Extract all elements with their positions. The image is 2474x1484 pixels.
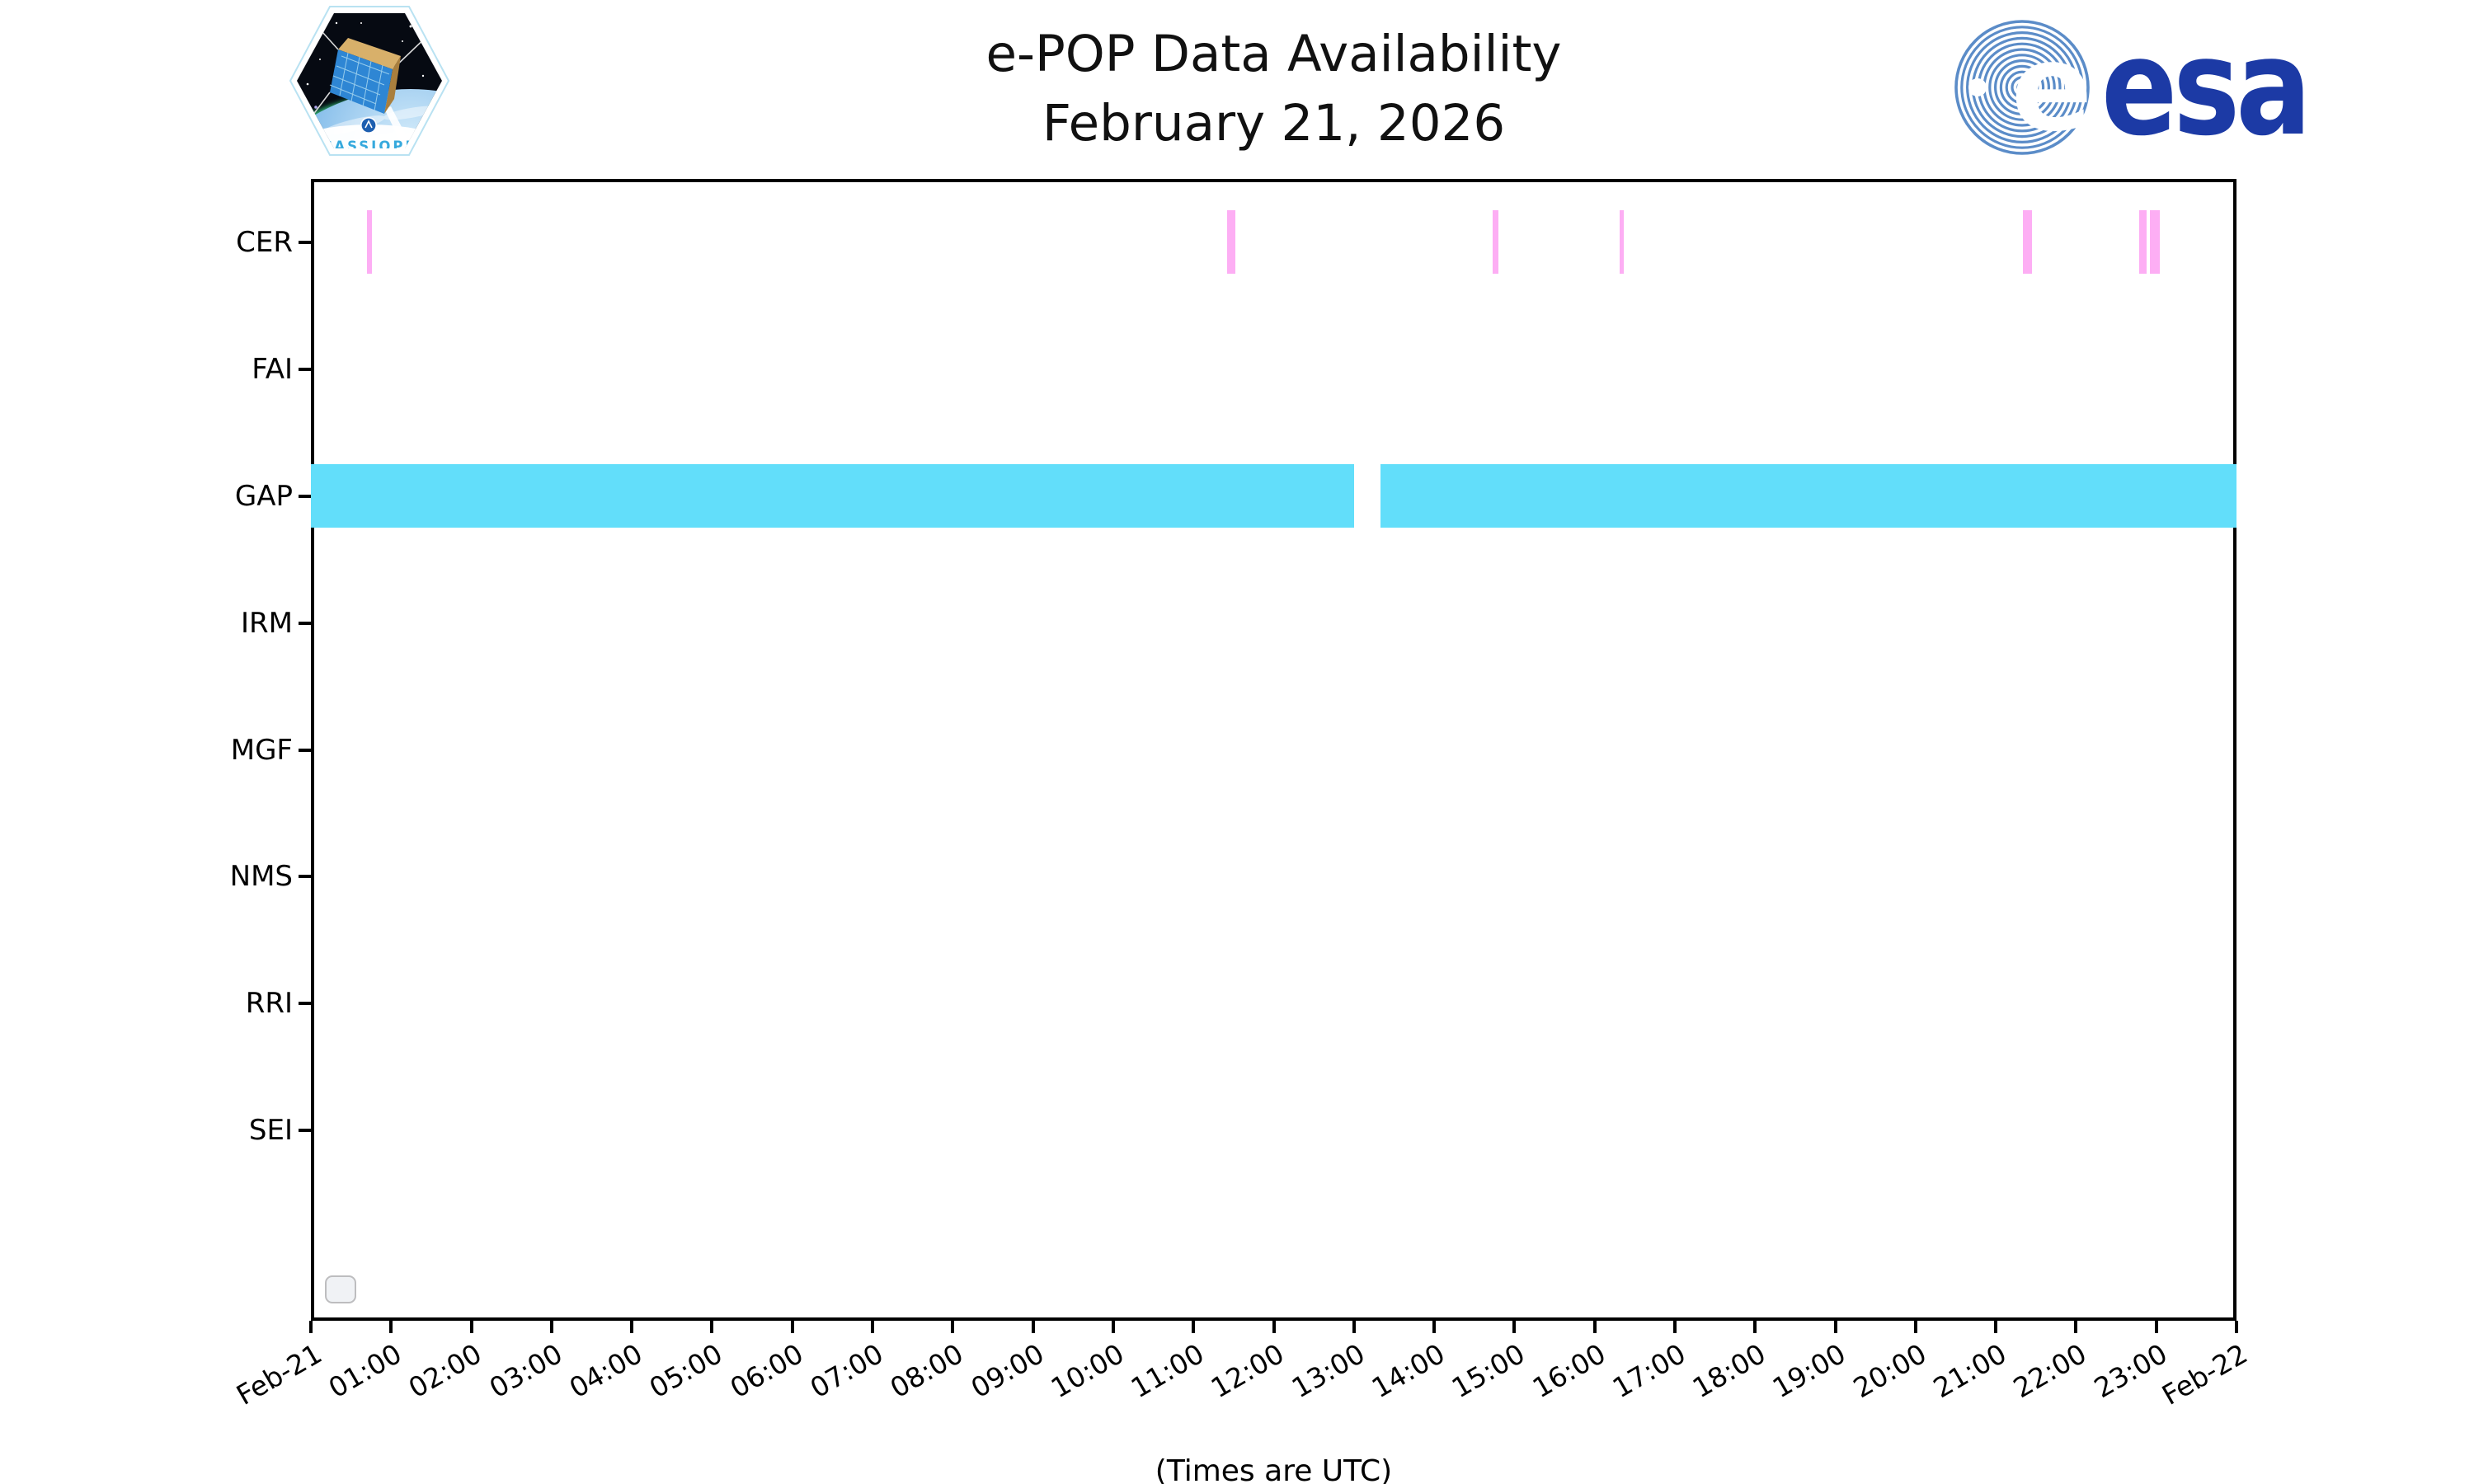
y-tick-label-CER: CER [236,225,293,259]
x-tick-label-text: 03:00 [483,1337,568,1405]
x-tick-03:00 [549,1321,553,1333]
esa-globe-letter: e [2011,18,2092,158]
plot-area [311,179,2236,1321]
satellite-icon [303,13,435,128]
x-tick-label-text: 18:00 [1686,1337,1771,1405]
x-tick-12:00 [1272,1321,1276,1333]
availability-bar-CER-2 [1493,210,1498,275]
x-tick-06:00 [790,1321,794,1333]
x-tick-label-text: 10:00 [1045,1337,1130,1405]
chart-subtitle: February 21, 2026 [1042,94,1506,153]
availability-bar-GAP-0 [311,464,1354,528]
x-tick-20:00 [1913,1321,1917,1333]
availability-bar-CER-6 [2149,210,2160,275]
x-tick-05:00 [710,1321,714,1333]
x-tick-02:00 [469,1321,473,1333]
x-tick-label-text: 16:00 [1526,1337,1611,1405]
availability-bar-CER-5 [2139,210,2147,275]
chart-title: e-POP Data Availability [985,25,1562,83]
x-tick-16:00 [1592,1321,1597,1333]
x-tick-label-text: 21:00 [1927,1337,2012,1405]
x-tick-label-text: 08:00 [884,1337,969,1405]
x-tick-label-text: 22:00 [2008,1337,2092,1405]
x-tick-label-text: 04:00 [563,1337,648,1405]
x-tick-label-text: 23:00 [2088,1337,2173,1405]
x-tick-17:00 [1672,1321,1677,1333]
csa-badge-icon [360,117,377,134]
esa-globe-moon-dot [1968,78,1987,96]
esa-wordmark: esa [2101,11,2307,166]
white-swoosh [297,124,442,148]
x-tick-label-text: 20:00 [1847,1337,1932,1405]
chart-title-block: e-POP Data Availability February 21, 202… [311,20,2236,158]
availability-bar-CER-4 [2023,210,2032,275]
x-tick-label-text: 13:00 [1286,1337,1371,1405]
availability-bar-GAP-1 [1380,464,2236,528]
y-tick-label-RRI: RRI [245,987,293,1021]
x-tick-09:00 [1031,1321,1035,1333]
availability-bar-CER-0 [367,210,372,275]
x-axis-label: (Times are UTC) [1155,1454,1393,1484]
x-tick-Feb-21 [309,1321,313,1333]
x-tick-label-text: 01:00 [322,1337,407,1405]
y-tick-RRI [299,1002,311,1006]
y-tick-GAP [299,494,311,498]
x-tick-label-text: 15:00 [1446,1337,1531,1405]
y-tick-label-MGF: MGF [230,733,293,767]
x-tick-label-text: 12:00 [1206,1337,1290,1405]
y-tick-label-SEI: SEI [248,1114,293,1148]
x-tick-07:00 [871,1321,875,1333]
y-tick-CER [299,240,311,244]
x-tick-label-text: 06:00 [724,1337,809,1405]
empty-legend-box [325,1275,356,1303]
x-tick-label-text: 11:00 [1125,1337,1210,1405]
x-tick-18:00 [1753,1321,1757,1333]
x-tick-01:00 [389,1321,393,1333]
availability-bar-CER-3 [1619,210,1624,275]
y-tick-label-NMS: NMS [229,860,293,894]
y-tick-label-GAP: GAP [234,479,293,513]
availability-bar-CER-1 [1227,210,1235,275]
y-tick-label-IRM: IRM [241,606,293,640]
x-tick-label-text: 09:00 [965,1337,1050,1405]
y-tick-IRM [299,621,311,625]
x-tick-11:00 [1192,1321,1196,1333]
x-tick-19:00 [1833,1321,1837,1333]
x-tick-23:00 [2154,1321,2158,1333]
x-tick-Feb-22 [2235,1321,2238,1333]
y-tick-MGF [299,748,311,752]
x-tick-label-text: 07:00 [804,1337,889,1405]
x-tick-04:00 [630,1321,634,1333]
x-tick-08:00 [951,1321,955,1333]
x-tick-15:00 [1512,1321,1517,1333]
x-tick-label-text: 19:00 [1767,1337,1852,1405]
x-tick-13:00 [1352,1321,1356,1333]
cassiope-patch-label: CASSIOPE [322,139,416,154]
x-tick-21:00 [1994,1321,1998,1333]
x-tick-label-text: Feb-21 [230,1337,327,1411]
x-tick-label-text: Feb-22 [2156,1337,2253,1411]
y-tick-NMS [299,875,311,879]
esa-logo: e esa [1954,11,2312,166]
x-tick-14:00 [1432,1321,1437,1333]
x-tick-10:00 [1111,1321,1115,1333]
y-tick-FAI [299,367,311,371]
x-tick-label-text: 14:00 [1366,1337,1451,1405]
cassiope-mission-patch: CASSIOPE [289,6,450,156]
x-tick-label-text: 02:00 [403,1337,488,1405]
x-tick-label-text: 17:00 [1606,1337,1691,1405]
y-tick-label-FAI: FAI [252,352,293,386]
x-tick-label-text: 05:00 [644,1337,728,1405]
y-tick-SEI [299,1129,311,1133]
x-tick-22:00 [2074,1321,2078,1333]
